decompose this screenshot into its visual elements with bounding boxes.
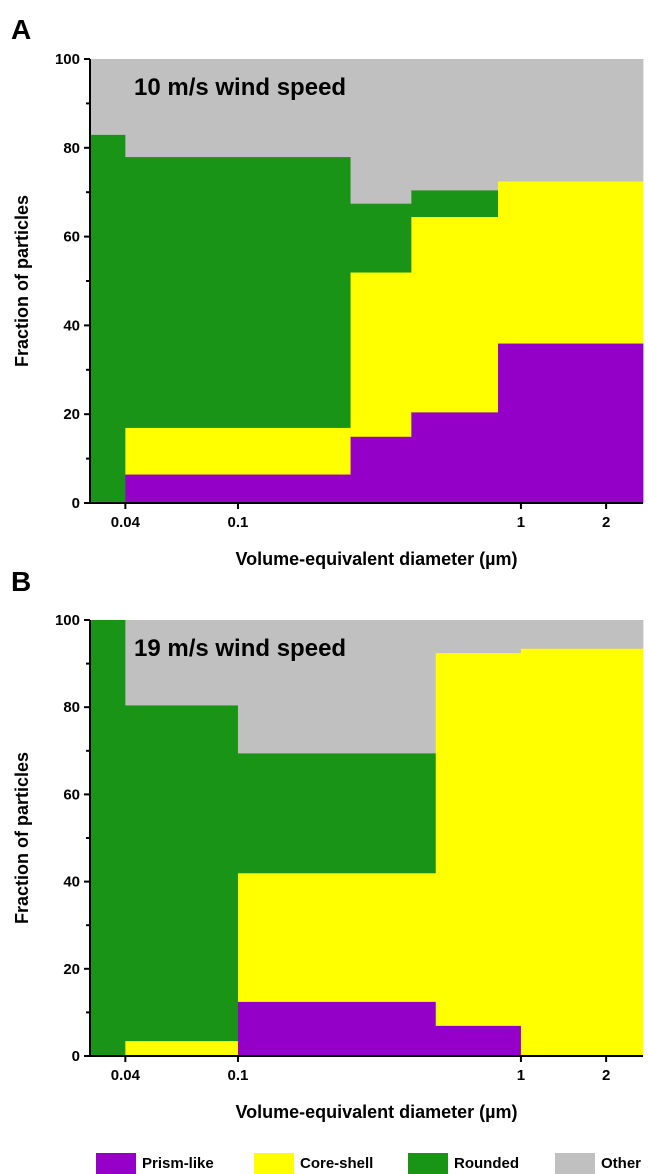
chart-a-bar-core-shell-bin-2 xyxy=(350,272,412,437)
chart-a-bar-prism-like-bin-4 xyxy=(498,343,644,504)
chart-a-bar-prism-like-bin-1 xyxy=(125,474,351,504)
chart-a-y-tick-label-60: 60 xyxy=(63,229,80,246)
chart-b-y-tick-label-100: 100 xyxy=(55,612,80,629)
chart-b-x-axis-title: Volume-equivalent diameter (µm) xyxy=(235,1102,517,1122)
legend-swatch-rounded xyxy=(408,1153,448,1174)
legend-swatch-core-shell xyxy=(254,1153,294,1174)
chart-a-x-tick-label-3: 2 xyxy=(602,514,610,531)
chart-b-bar-prism-like-bin-2 xyxy=(237,1001,437,1057)
legend-label-core-shell: Core-shell xyxy=(300,1155,374,1172)
chart-a-bar-rounded-bin-1 xyxy=(125,156,351,428)
chart-b-bar-other-bin-1 xyxy=(125,620,239,706)
chart-a-bar-core-shell-bin-3 xyxy=(411,216,499,413)
chart-a-y-tick-label-100: 100 xyxy=(55,51,80,68)
chart-b-bar-core-shell-bin-4 xyxy=(520,648,644,1057)
panel-letter-a: A xyxy=(11,14,32,45)
chart-b-bar-other-bin-3 xyxy=(435,620,522,654)
chart-a-bar-other-bin-3 xyxy=(411,59,499,191)
chart-panel-b: 0 20 40 60 80 100 0.04 0.1 1 2 Volume-equivalent d… xyxy=(12,612,644,1122)
chart-b-bar-other-bin-2 xyxy=(237,620,437,754)
chart-a-bar-rounded-bin-0 xyxy=(90,134,126,504)
legend: Prism-like Core-shell Rounded Other xyxy=(96,1153,648,1174)
chart-a-bar-prism-like-bin-2 xyxy=(350,436,412,504)
chart-b-bar-core-shell-bin-1 xyxy=(125,1040,239,1057)
chart-a-title: 10 m/s wind speed xyxy=(134,74,346,101)
chart-a-bar-other-bin-1 xyxy=(125,59,351,158)
chart-b-title: 19 m/s wind speed xyxy=(134,635,346,662)
chart-b-y-tick-label-60: 60 xyxy=(63,786,80,803)
chart-b-x-tick-label-1: 0.1 xyxy=(228,1067,249,1084)
chart-a-bar-rounded-bin-2 xyxy=(350,203,412,273)
legend-swatch-prism-like xyxy=(96,1153,136,1174)
legend-label-other: Other xyxy=(601,1155,642,1172)
chart-b-y-axis-title: Fraction of particles xyxy=(12,752,32,924)
chart-a-x-tick-label-0: 0.04 xyxy=(111,514,141,531)
chart-a-bar-other-bin-4 xyxy=(498,59,644,182)
chart-a-y-tick-label-0: 0 xyxy=(72,495,80,512)
legend-swatch-other xyxy=(555,1153,595,1174)
chart-a-x-axis-title: Volume-equivalent diameter (µm) xyxy=(235,549,517,569)
chart-a-y-axis-title: Fraction of particles xyxy=(12,195,32,367)
chart-a-bar-core-shell-bin-1 xyxy=(125,427,351,475)
panel-letter-b: B xyxy=(11,566,32,597)
chart-a-bar-prism-like-bin-3 xyxy=(411,411,499,504)
chart-b-x-tick-label-3: 2 xyxy=(602,1067,610,1084)
chart-b-bar-rounded-bin-0 xyxy=(90,620,126,1057)
chart-a-bar-core-shell-bin-4 xyxy=(498,181,644,344)
legend-label-rounded: Rounded xyxy=(454,1155,519,1172)
chart-a-x-tick-label-2: 1 xyxy=(517,514,525,531)
chart-a-y-tick-label-20: 20 xyxy=(63,406,80,423)
chart-b-bar-rounded-bin-1 xyxy=(125,705,239,1042)
chart-b-bar-core-shell-bin-2 xyxy=(237,872,437,1002)
chart-a-y-tick-label-40: 40 xyxy=(63,317,80,334)
chart-b-x-tick-label-2: 1 xyxy=(517,1067,525,1084)
chart-b-y-tick-label-20: 20 xyxy=(63,961,80,978)
chart-a-bar-other-bin-2 xyxy=(350,59,412,204)
chart-panel-a: 0 20 40 60 80 100 0.04 0.1 1 2 Volume-equivalent d… xyxy=(12,51,644,569)
chart-b-bar-rounded-bin-2 xyxy=(237,752,437,874)
legend-label-prism-like: Prism-like xyxy=(142,1155,214,1172)
chart-a-y-tick-label-80: 80 xyxy=(63,140,80,157)
chart-b-bar-prism-like-bin-3 xyxy=(435,1025,522,1057)
chart-b-y-tick-label-40: 40 xyxy=(63,874,80,891)
chart-b-y-tick-label-0: 0 xyxy=(72,1048,80,1065)
chart-a-x-tick-label-1: 0.1 xyxy=(228,514,249,531)
chart-b-x-tick-label-0: 0.04 xyxy=(111,1067,141,1084)
chart-a-bar-other-bin-0 xyxy=(90,59,126,135)
chart-b-bar-core-shell-bin-3 xyxy=(435,652,522,1026)
chart-b-bar-other-bin-4 xyxy=(520,620,644,649)
chart-a-bar-rounded-bin-3 xyxy=(411,189,499,218)
chart-b-y-tick-label-80: 80 xyxy=(63,699,80,716)
